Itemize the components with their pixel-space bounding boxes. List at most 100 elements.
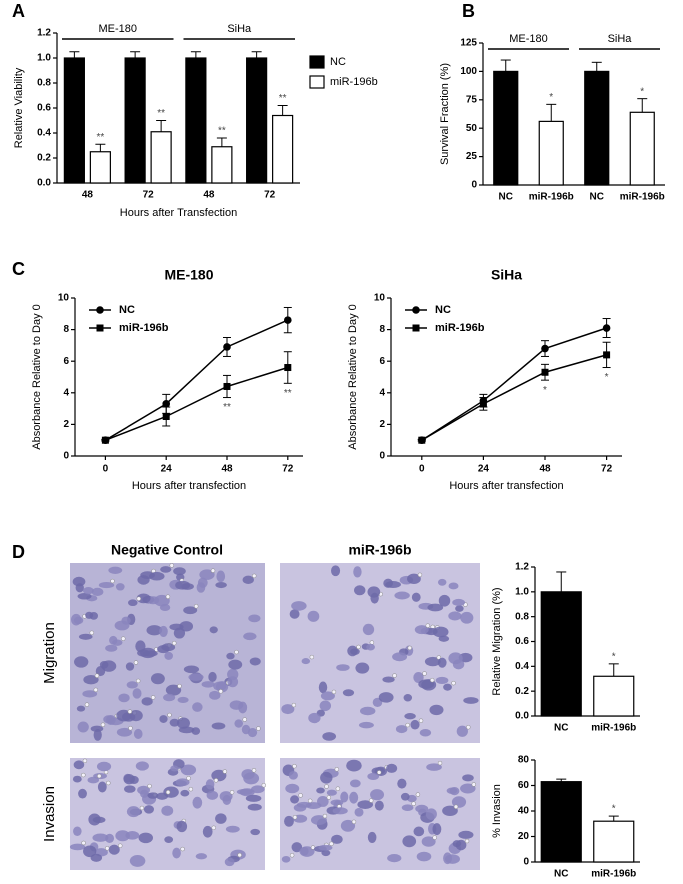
cell [340, 791, 349, 803]
y-tick-label: 0.6 [515, 636, 529, 647]
y-tick-label: 0.6 [37, 103, 51, 114]
cell [172, 847, 181, 859]
y-tick-label: 125 [460, 38, 477, 49]
cell [164, 836, 174, 843]
bar [63, 57, 85, 184]
x-tick-label: NC [590, 192, 604, 203]
bar [584, 70, 610, 186]
cell [319, 700, 332, 712]
cell [72, 576, 86, 587]
cell [173, 627, 186, 639]
bar [89, 151, 111, 184]
cell [332, 807, 348, 815]
cell [366, 643, 375, 651]
cell [77, 721, 89, 733]
significance: ** [284, 388, 292, 399]
cell [320, 771, 333, 784]
cell [183, 606, 198, 615]
cell [414, 625, 429, 635]
legend-swatch [309, 75, 325, 89]
pore [188, 786, 194, 792]
error-bar [251, 51, 262, 58]
line [421, 327, 607, 441]
cell [164, 651, 173, 660]
pore [193, 604, 199, 609]
pore [94, 673, 100, 678]
cell [241, 769, 255, 780]
chart-title: ME-180 [164, 267, 213, 283]
cell [159, 625, 168, 637]
cell [455, 605, 464, 612]
cell [77, 593, 92, 600]
cell [410, 719, 420, 730]
cell [148, 571, 165, 581]
pore [331, 689, 337, 695]
y-tick-label: 0.2 [515, 686, 529, 697]
cell [125, 662, 135, 671]
legend-marker [96, 306, 104, 314]
cell [180, 764, 197, 776]
cell [92, 833, 109, 842]
y-axis-label: Absorbance Relative to Day 0 [31, 304, 43, 450]
cell [378, 692, 394, 703]
pore [97, 773, 102, 779]
x-tick-label: miR-196b [620, 192, 665, 203]
bar [593, 675, 635, 717]
cell [137, 575, 150, 585]
y-tick-label: 0.8 [515, 611, 529, 622]
cell [416, 851, 432, 862]
y-tick-label: 8 [63, 324, 69, 335]
cell [432, 823, 442, 836]
cell [136, 593, 151, 604]
x-tick-label: 72 [282, 464, 294, 475]
pore [432, 835, 437, 840]
micrograph [280, 563, 480, 743]
pore [292, 815, 298, 820]
cell [243, 632, 257, 641]
cell [281, 704, 295, 715]
cell [238, 701, 248, 714]
x-tick-label: 48 [203, 190, 215, 201]
cell [180, 789, 190, 797]
pore [289, 853, 295, 858]
pore [100, 722, 106, 728]
cell [353, 566, 362, 578]
cell [82, 587, 94, 595]
x-tick-label: miR-196b [591, 869, 636, 880]
cell [424, 656, 441, 667]
pore [418, 718, 424, 723]
pore [437, 760, 443, 766]
pore [147, 783, 152, 789]
pore [82, 758, 88, 764]
y-tick-label: 1.0 [37, 53, 51, 64]
cell [305, 802, 322, 809]
cell [397, 778, 407, 789]
cell [358, 721, 374, 729]
cell [196, 582, 206, 593]
cell [446, 787, 458, 794]
cell [448, 582, 459, 590]
cell [108, 844, 120, 855]
panel-label: B [462, 1, 475, 21]
cell [96, 761, 112, 772]
cell [213, 681, 227, 691]
significance: ** [223, 402, 231, 413]
pore [322, 813, 328, 819]
cell [403, 694, 413, 702]
cell [367, 772, 380, 780]
cell [116, 709, 132, 722]
marker [541, 344, 549, 353]
cell [438, 594, 451, 607]
cell [435, 676, 449, 684]
cell [150, 673, 165, 685]
cell [443, 683, 452, 691]
bar [150, 131, 172, 184]
error-bar [500, 59, 511, 72]
pore [351, 819, 357, 825]
cell [437, 657, 447, 668]
pore [180, 846, 185, 852]
cell [421, 836, 436, 847]
cell [301, 658, 311, 665]
pore [292, 763, 297, 769]
cell [452, 598, 466, 606]
